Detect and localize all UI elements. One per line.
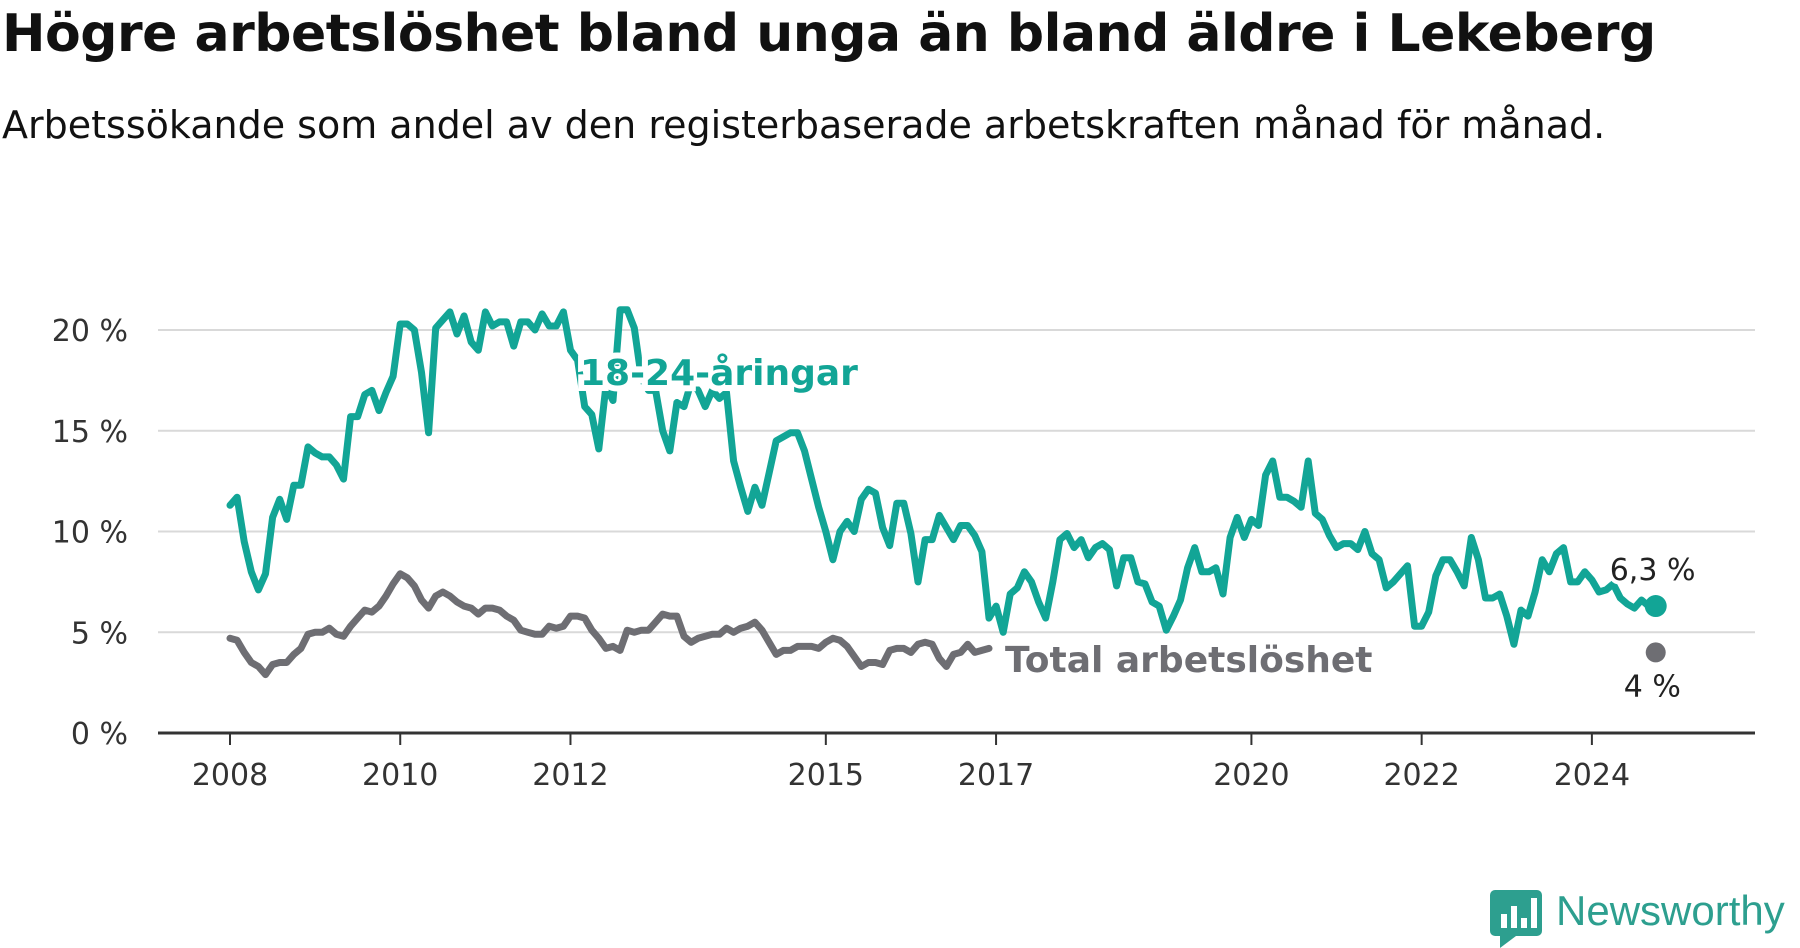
x-tick-label-2020: 2020 [1213, 758, 1289, 793]
x-tick-label-2017: 2017 [958, 758, 1034, 793]
series-name-label-18-24-åringar: 18-24-åringar [580, 353, 858, 394]
y-tick-label-20: 20 % [52, 314, 128, 349]
series-end-marker-18-24-åringar [1644, 595, 1667, 618]
series-end-marker-total-arbetslöshet [1645, 642, 1666, 663]
newsworthy-logo-icon [1490, 890, 1542, 948]
x-tick-label-2015: 2015 [788, 758, 864, 793]
series-name-label-total-arbetslöshet: Total arbetslöshet [1005, 640, 1373, 681]
newsworthy-logo-text: Newsworthy [1556, 887, 1785, 934]
y-tick-label-10: 10 % [52, 516, 128, 551]
series-labels: 6,3 % 4 % 18-24-åringar Total arbetslöshet [574, 347, 1699, 708]
y-axis-ticks: 0 % 5 % 10 % 15 % 20 % [52, 314, 128, 752]
y-tick-label-5: 5 % [71, 616, 128, 651]
x-tick-label-2008: 2008 [192, 758, 268, 793]
chart-title: Högre arbetslöshet bland unga än bland ä… [2, 4, 1656, 64]
series-end-label-18-24-åringar: 6,3 % [1610, 553, 1696, 588]
chart-subtitle: Arbetssökande som andel av den registerb… [2, 103, 1606, 147]
x-axis-ticks: 2008 2010 2012 2015 2017 2020 2022 2024 [192, 733, 1630, 793]
series-line-18-24-åringar [226, 306, 1660, 648]
series-lines [226, 306, 1660, 679]
x-tick-label-2024: 2024 [1554, 758, 1630, 793]
newsworthy-logo: Newsworthy [1490, 887, 1785, 948]
x-tick-label-2010: 2010 [362, 758, 438, 793]
y-tick-label-15: 15 % [52, 415, 128, 450]
series-end-label-total-arbetslöshet: 4 % [1624, 669, 1681, 704]
x-tick-label-2022: 2022 [1383, 758, 1459, 793]
gridlines [158, 329, 1755, 634]
y-tick-label-0: 0 % [71, 717, 128, 752]
x-tick-label-2012: 2012 [532, 758, 608, 793]
series-line-total-arbetslöshet [226, 570, 993, 679]
